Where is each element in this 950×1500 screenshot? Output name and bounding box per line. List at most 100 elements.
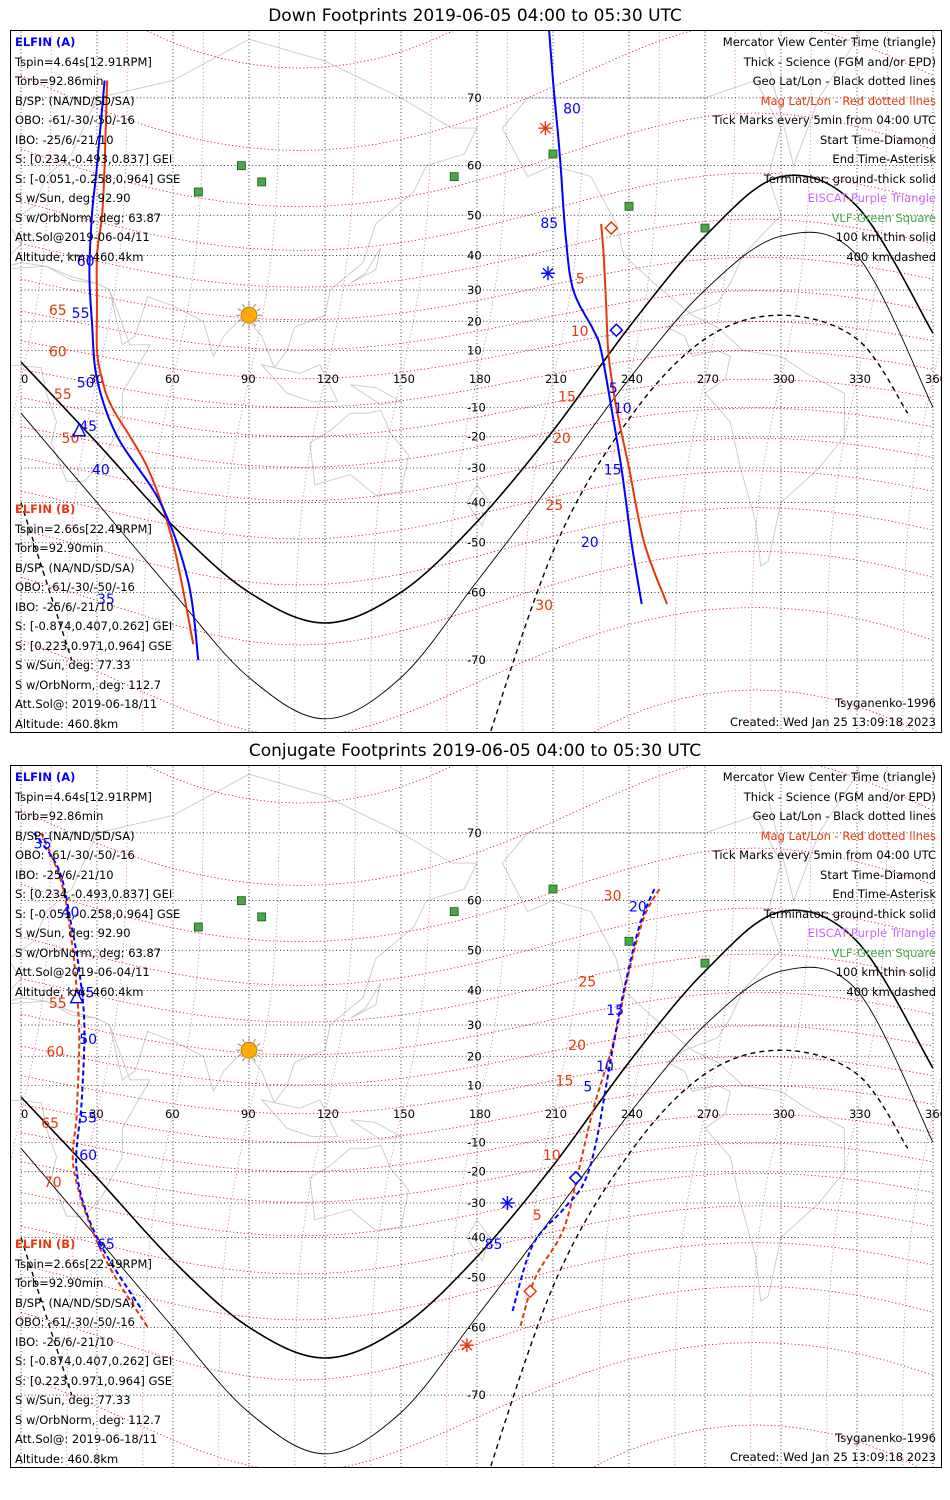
lon-tick-label: 90 <box>241 1107 256 1121</box>
spacecraft-b-name: ELFIN (B) <box>15 1237 76 1251</box>
elfin-a-tick-label: 10 <box>596 1059 614 1075</box>
coastline <box>11 1000 151 1217</box>
vlf-site-marker <box>257 177 267 187</box>
lat-tick-label: -20 <box>467 430 486 444</box>
spacecraft-a-line: S: [0.234,-0.493,0.837] GEI <box>15 152 173 166</box>
sun-ray <box>242 1057 245 1062</box>
elfin-a-tick-label: 20 <box>581 535 599 551</box>
lat-tick-label: 40 <box>467 248 482 262</box>
spacecraft-a-line: S: [0.234,-0.493,0.837] GEI <box>15 887 173 901</box>
legend-thick: Thick - Science (FGM and/or EPD) <box>743 789 936 804</box>
vlf-site-marker <box>449 907 459 917</box>
elfin-b-tick-label: 20 <box>553 431 571 447</box>
lon-tick-label: 30 <box>89 1107 104 1121</box>
sun-ray <box>253 1038 256 1043</box>
spacecraft-a-info: ELFIN (A) Tspin=4.64s[12.91RPM] Torb=92.… <box>15 33 180 267</box>
spacecraft-a-info: ELFIN (A) Tspin=4.64s[12.91RPM] Torb=92.… <box>15 768 180 1002</box>
vlf-sites <box>193 884 710 968</box>
mag-lat-line <box>20 320 934 380</box>
legend-geo: Geo Lat/Lon - Black dotted lines <box>752 74 936 88</box>
lat-tick-label: 10 <box>467 344 482 358</box>
elfin-a-tick-label: 40 <box>92 463 110 479</box>
spacecraft-a-line: S w/OrbNorm, deg: 63.87 <box>15 210 162 225</box>
sun-disc <box>240 306 258 324</box>
lat-tick-label: 30 <box>467 1018 482 1032</box>
elfin-a-track-west <box>88 80 200 661</box>
legend: Mercator View Center Time (triangle) Thi… <box>713 33 936 267</box>
elfin-b-tick-label: 10 <box>571 324 589 340</box>
elfin-a-tick-label: 5 <box>583 1079 592 1095</box>
lat-tick-label: 10 <box>467 1079 482 1093</box>
spacecraft-a-name: ELFIN (A) <box>15 770 76 784</box>
coastline <box>11 265 151 482</box>
spacecraft-a-line: S: [-0.051,-0.258,0.964] GSE <box>15 906 181 921</box>
elfin-a-tick-label: 45 <box>77 986 95 1002</box>
elfin-a-tick-label: 35 <box>34 837 52 853</box>
terminator-ground <box>20 909 934 1359</box>
elfin-b-tick-label: 25 <box>578 975 596 991</box>
legend-start: Start Time-Diamond <box>820 132 936 147</box>
coastline <box>350 1119 403 1141</box>
elfin-a-tick-label: 60 <box>79 1148 97 1164</box>
lat-tick-label: -30 <box>467 461 486 475</box>
vlf-site-marker <box>548 884 558 894</box>
sun-disc <box>240 1041 258 1059</box>
elfin-a-start-diamond <box>568 1170 583 1185</box>
vlf-site-marker <box>700 958 710 968</box>
coastline <box>11 773 478 1104</box>
elfin-a-tick-label: 50 <box>77 375 95 391</box>
elfin-b-start-diamond <box>604 221 619 236</box>
terminator-400km <box>489 314 909 732</box>
elfin-a-track <box>511 888 656 1312</box>
spacecraft-a-line: Torb=92.86min <box>15 809 104 823</box>
lon-tick-label: 300 <box>773 372 795 386</box>
coastline <box>350 247 382 284</box>
mag-lat-line <box>20 991 934 1056</box>
legend-thick: Thick - Science (FGM and/or EPD) <box>743 54 936 69</box>
spacecraft-a-line: Tspin=4.64s[12.91RPM] <box>15 789 152 804</box>
elfin-b-track-west <box>40 832 149 1328</box>
elfin-a-tick-label: 55 <box>72 306 90 322</box>
lat-tick-label: 60 <box>467 894 482 908</box>
sun-icon <box>236 302 262 329</box>
conjugate-map: 0 30 60 90 120 150 180 210 240 270 300 330 360 70 60 50… <box>11 766 941 1467</box>
elfin-a-tick-label: 40 <box>62 905 80 921</box>
model-label: Tsyganenko-1996 <box>835 696 936 710</box>
lon-tick-label: 180 <box>469 372 491 386</box>
lon-tick-label: 120 <box>317 372 339 386</box>
spacecraft-b-line: S w/OrbNorm, deg: 112.7 <box>15 1412 162 1427</box>
legend-eiscat: EISCAT-Purple Triangle <box>807 191 936 205</box>
spacecraft-b-line: OBO: -61/-30/-50/-16 <box>15 1315 135 1329</box>
elfin-a-tick-label: 60 <box>77 254 95 270</box>
elfin-b-tick-label: 30 <box>535 598 553 614</box>
coastline <box>260 364 339 403</box>
spacecraft-a-line: IBO: -25/6/-21/10 <box>15 867 114 882</box>
spacecraft-b-line: Att.Sol@: 2019-06-18/11 <box>15 1432 158 1446</box>
terminator-100km <box>20 966 934 1455</box>
elfin-a-tick-label: 85 <box>540 216 558 232</box>
lon-tick-label: 150 <box>393 1107 415 1121</box>
vlf-sites <box>193 149 710 233</box>
lon-tick-label: 150 <box>393 372 415 386</box>
lon-tick-label: 120 <box>317 1107 339 1121</box>
terminator-layer <box>20 909 934 1467</box>
sun-ray <box>242 322 245 327</box>
lon-tick-label: 360 <box>925 372 942 386</box>
lat-tick-label: -60 <box>467 585 486 599</box>
lon-tick-label: 180 <box>469 1107 491 1121</box>
elfin-b-end-asterisk <box>459 1338 474 1353</box>
elfin-a-tick-label: 65 <box>97 1237 115 1253</box>
lat-tick-label: 20 <box>467 314 482 328</box>
spacecraft-a-line: B/SP: (NA/ND/SD/SA) <box>15 828 135 843</box>
elfin-b-tick-label: 15 <box>556 1074 574 1090</box>
vlf-site-marker <box>624 201 634 211</box>
lon-tick-label: 210 <box>545 1107 567 1121</box>
spacecraft-a-line: Tspin=4.64s[12.91RPM] <box>15 54 152 69</box>
legend-start: Start Time-Diamond <box>820 867 936 882</box>
sun-ray <box>237 1054 242 1058</box>
vlf-site-marker <box>257 912 267 922</box>
asterisk-stroke <box>542 267 554 279</box>
lat-tick-label: -10 <box>467 1135 486 1149</box>
elfin-a-tick-label: 20 <box>629 900 647 916</box>
legend-view: Mercator View Center Time (triangle) <box>722 35 936 49</box>
